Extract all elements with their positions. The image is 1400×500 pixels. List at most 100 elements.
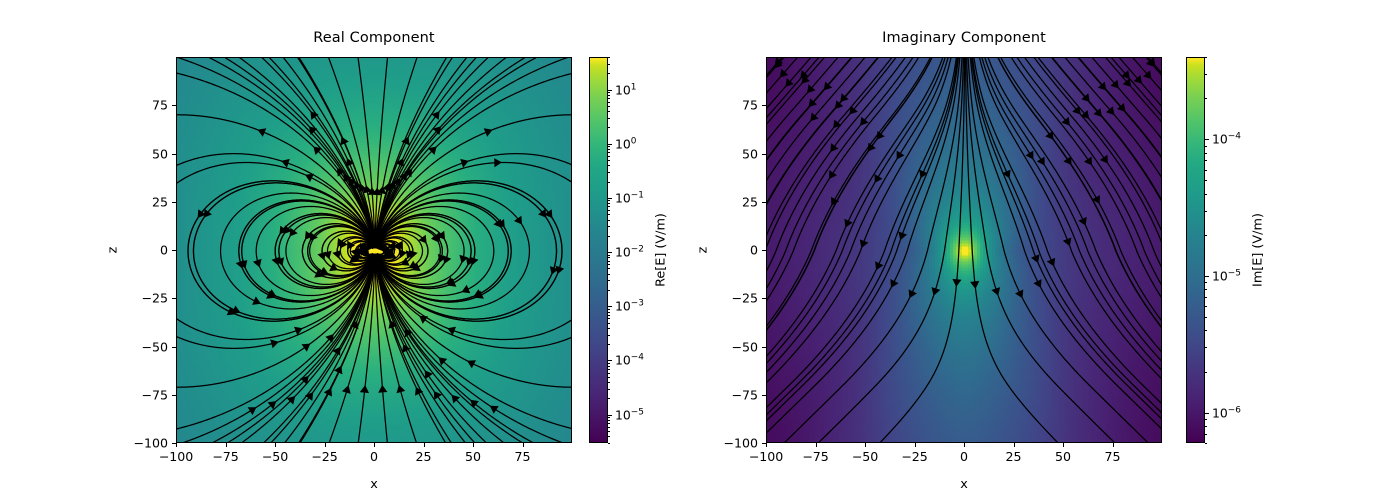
- streamline-arrowhead: [538, 208, 547, 218]
- streamline-arrowhead: [1110, 79, 1119, 89]
- streamline: [767, 58, 853, 161]
- streamline: [374, 58, 568, 249]
- streamline: [984, 58, 1161, 362]
- streamline-arrowhead: [313, 146, 322, 155]
- streamline: [971, 58, 1161, 414]
- streamline-arrowhead: [231, 305, 241, 314]
- x-tick-label: 50: [465, 449, 481, 464]
- field-magnitude-raster: [177, 58, 571, 442]
- streamline-arrowhead: [831, 196, 840, 206]
- colorbar-major-tick: [1205, 412, 1209, 414]
- x-tick-mark: [374, 443, 375, 447]
- streamline-arrowhead: [332, 346, 341, 356]
- streamline-arrowhead: [281, 158, 290, 168]
- streamline-arrowhead: [271, 256, 281, 266]
- streamline-arrowhead: [774, 58, 784, 66]
- streamline-arrowhead: [875, 261, 884, 271]
- streamline: [374, 58, 447, 247]
- streamline: [767, 58, 879, 204]
- streamline: [375, 212, 476, 290]
- streamline: [239, 58, 376, 248]
- streamline: [212, 253, 376, 442]
- streamline: [374, 254, 487, 442]
- colorbar-minor-tick: [608, 322, 611, 324]
- streamline-arrowhead: [203, 208, 212, 218]
- x-tick-label: −75: [212, 449, 239, 464]
- streamline: [270, 254, 376, 442]
- streamline: [1064, 58, 1161, 178]
- streamline-arrowhead: [908, 289, 917, 299]
- streamline-arrowhead: [461, 284, 471, 294]
- streamline: [278, 214, 375, 288]
- streamline: [374, 114, 571, 248]
- streamline: [767, 58, 825, 125]
- streamline: [966, 58, 1115, 442]
- streamline-arrowhead: [340, 136, 349, 146]
- streamline-arrowhead: [513, 215, 522, 225]
- colorbar-minor-tick: [608, 368, 611, 370]
- streamline-arrowhead: [305, 173, 314, 183]
- colorbar-minor-tick: [608, 426, 611, 428]
- streamline-arrowhead: [833, 119, 842, 129]
- streamline-arrowhead: [919, 169, 928, 179]
- colorbar-minor-tick: [608, 314, 611, 316]
- x-tick-mark: [225, 443, 227, 447]
- colorbar-minor-tick: [608, 417, 611, 419]
- colorbar-minor-tick: [608, 105, 611, 107]
- streamline: [374, 254, 571, 388]
- streamline: [374, 254, 475, 442]
- colorbar-label-imaginary: Im[E] (V/m): [1251, 213, 1266, 287]
- colorbar-major-tick: [608, 252, 612, 254]
- streamline: [177, 254, 376, 388]
- streamline: [326, 232, 375, 270]
- colorbar-major-tick: [1205, 139, 1209, 141]
- streamline-arrowhead: [1097, 81, 1107, 91]
- colorbar-minor-tick: [1205, 347, 1208, 349]
- y-tick-label: 75: [132, 98, 168, 113]
- colorbar-minor-tick: [608, 149, 611, 151]
- axes-imaginary-component: [766, 57, 1162, 443]
- colorbar-minor-tick: [1205, 74, 1208, 76]
- streamline: [187, 180, 376, 322]
- y-tick-mark: [172, 443, 176, 444]
- colorbar-tick-label: 10−6: [1212, 405, 1241, 420]
- y-tick-label: 25: [132, 194, 168, 209]
- colorbar-minor-tick: [608, 94, 611, 96]
- axes-real-component: [176, 57, 572, 443]
- streamline: [767, 58, 897, 248]
- streamline-arrowhead: [475, 290, 484, 299]
- streamline-arrowhead: [1078, 216, 1087, 226]
- y-tick-mark: [762, 201, 766, 203]
- streamline: [376, 243, 394, 259]
- streamline-arrowhead: [496, 219, 505, 228]
- colorbar-minor-tick: [608, 344, 611, 346]
- streamline-arrowhead: [1080, 110, 1090, 119]
- y-tick-mark: [172, 346, 176, 348]
- streamline: [767, 58, 820, 119]
- streamline-arrowhead: [252, 296, 261, 305]
- streamline-arrowhead: [348, 177, 357, 187]
- colorbar-major-tick: [608, 89, 612, 91]
- streamline: [767, 58, 839, 142]
- streamline: [177, 72, 376, 248]
- colorbar-minor-tick: [608, 57, 611, 58]
- streamline-arrowhead: [840, 93, 849, 103]
- colorbar-gradient-real: [590, 58, 607, 442]
- streamline-arrowhead: [1033, 279, 1042, 288]
- streamline: [375, 230, 429, 272]
- colorbar-minor-tick: [608, 235, 611, 237]
- streamline-arrowhead: [549, 266, 559, 275]
- streamline: [375, 254, 571, 341]
- streamline-arrowhead: [346, 158, 355, 167]
- colorbar-minor-tick: [608, 327, 611, 329]
- colorbar-minor-tick: [608, 419, 611, 421]
- streamline: [374, 253, 563, 442]
- streamline: [374, 58, 477, 248]
- panel-title-imaginary: Imaginary Component: [766, 30, 1162, 46]
- streamline: [282, 58, 376, 248]
- streamline-arrowhead: [392, 241, 401, 251]
- x-tick-mark: [865, 443, 866, 447]
- colorbar-minor-tick: [608, 98, 611, 99]
- colorbar-minor-tick: [608, 101, 611, 103]
- colorbar-minor-tick: [608, 92, 611, 94]
